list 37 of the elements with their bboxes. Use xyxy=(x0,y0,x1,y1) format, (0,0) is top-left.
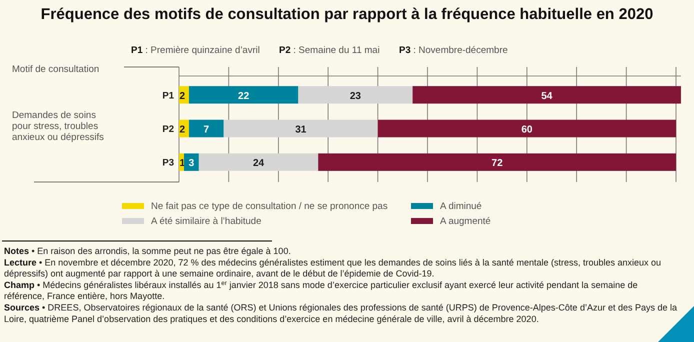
bar xyxy=(188,86,298,104)
text: P3 : Novembre-décembre xyxy=(399,45,508,56)
data-label: 31 xyxy=(295,124,307,136)
bar xyxy=(412,86,681,104)
data-label: 2 xyxy=(180,124,186,136)
data-label: 54 xyxy=(541,90,553,102)
bar xyxy=(298,86,413,104)
bar xyxy=(184,153,199,171)
y-tick-label: P1 xyxy=(162,90,175,102)
y-tick-label: P3 xyxy=(162,158,174,169)
data-label: 24 xyxy=(252,158,265,170)
legend-label: A augmenté xyxy=(440,216,491,227)
y-tick-label: P2 xyxy=(162,124,174,135)
bar xyxy=(198,153,318,171)
bar xyxy=(318,153,676,171)
data-label: 22 xyxy=(238,90,250,102)
data-label: 60 xyxy=(521,124,533,136)
text: P2 : Semaine du 11 mai xyxy=(279,45,380,56)
data-label: 23 xyxy=(350,90,362,102)
data-label: 72 xyxy=(492,158,504,170)
legend-label: A été similaire à l’habitude xyxy=(151,216,262,227)
chart-title: Fréquence des motifs de consultation par rapport à la fréquence habituelle en 2020 xyxy=(40,6,654,23)
bar xyxy=(188,120,224,138)
legend-label: Ne fait pas ce type de consultation / ne se prononce pas xyxy=(151,201,388,212)
text: Demandes de soins pour stress, troubles anxieux ou dépressifs xyxy=(12,110,104,143)
data-label: 7 xyxy=(204,124,210,136)
text: Champ • Médecins généralistes libéraux installés au 1$^{er}$ janvier 2018 sans mode d’exercice particulier exclusif ayant exercé leur activité pendant la semaine de référence, France entière, hors Mayotte. xyxy=(4,279,638,302)
source-note: Sources • DREES, Observatoires régionaux de la santé (ORS) et Unions régionales des professions de santé (URPS) de Provence-Alpes-Côte d’Azur et des Pays de la Loire, quatrième Panel d’observation des pratiques et des conditions d’exercice en médecine générale de ville, avril à décembre 2020. xyxy=(4,302,677,324)
text: Lecture • En novembre et décembre 2020, 72 % des médecins généralistes estiment que les demandes de soins liés à la santé mentale (stress, troubles anxieux ou dépressifs) ont augmenté par rapport à une semaine ordinaire, avant de le début de l’épidemie de Covid-19. xyxy=(4,257,662,279)
text: P1 : Première quinzaine d’avril xyxy=(131,45,260,56)
text: Motif de consultation xyxy=(12,64,100,75)
text: Notes • En raison des arrondis, la somme peut ne pas être égale à 100. xyxy=(4,246,291,256)
bar xyxy=(224,120,378,138)
legend-label: A diminué xyxy=(440,201,482,212)
data-label: 3 xyxy=(188,158,195,170)
data-label: 2 xyxy=(180,90,186,102)
bar xyxy=(378,120,676,138)
